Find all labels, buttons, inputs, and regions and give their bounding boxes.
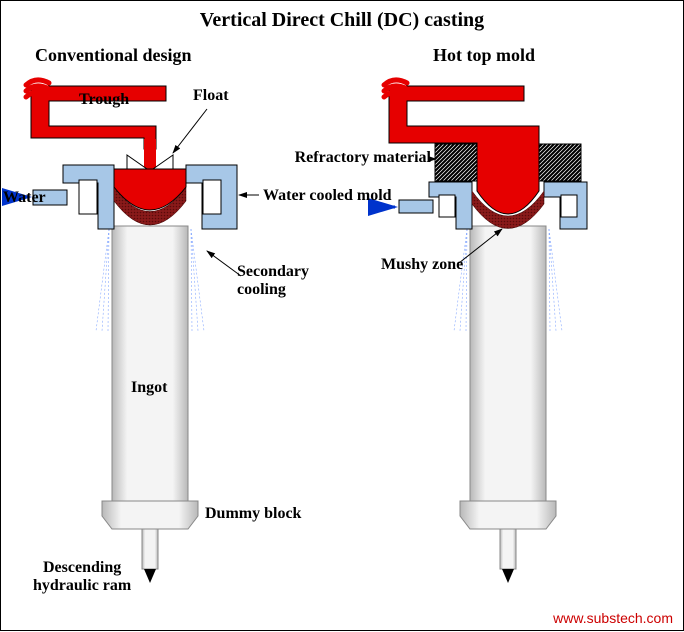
label-ingot: Ingot [131,379,167,397]
label-secondary: Secondary cooling [237,263,309,298]
label-wcm: Water cooled mold [263,187,393,205]
label-mushy: Mushy zone [381,256,463,274]
attribution: www.substech.com [553,610,673,626]
label-ram: Descending hydraulic ram [33,559,131,594]
label-dummy: Dummy block [205,505,301,523]
label-float: Float [193,87,229,105]
label-trough: Trough [79,91,129,109]
label-water: Water [3,189,46,207]
diagram-frame: Vertical Direct Chill (DC) casting Conve… [0,0,684,631]
label-refractory: Refractory material [291,149,431,167]
